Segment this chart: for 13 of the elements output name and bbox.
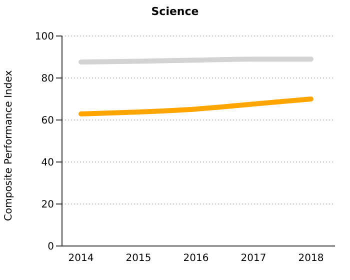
- y-tick-label: 20: [41, 200, 54, 211]
- y-tick-label: 40: [41, 158, 54, 169]
- y-axis-title: Composite Performance Index: [4, 70, 15, 221]
- y-tick-label: 0: [48, 242, 54, 253]
- chart-title: Science: [150, 5, 200, 18]
- x-tick-label: 2018: [298, 253, 324, 264]
- x-tick-label: 2017: [240, 253, 266, 264]
- x-tick-label: 2015: [126, 253, 152, 264]
- x-tick-label: 2014: [68, 253, 94, 264]
- y-tick-label: 100: [34, 32, 54, 43]
- y-tick-label: 80: [41, 74, 54, 85]
- y-tick-label: 60: [41, 116, 54, 127]
- x-tick-label: 2016: [183, 253, 209, 264]
